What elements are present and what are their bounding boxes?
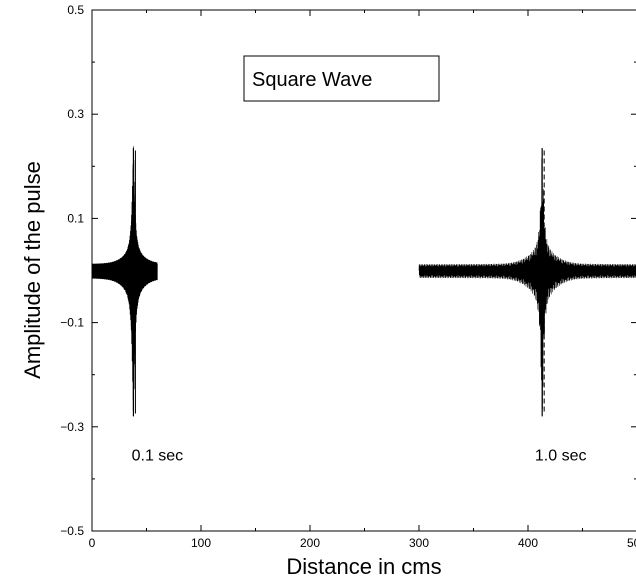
time-label: 0.1 sec <box>132 448 184 465</box>
y-tick-label: 0.3 <box>67 107 84 121</box>
pulse-traces <box>91 146 636 417</box>
chart-title: Square Wave <box>252 69 372 91</box>
x-tick-label: 300 <box>409 536 429 550</box>
x-tick-label: 400 <box>518 536 538 550</box>
x-axis: 0 100 200 300 400 500 <box>89 10 636 550</box>
y-tick-label: −0.5 <box>60 524 84 538</box>
y-axis: −0.5 −0.3 −0.1 0.1 0.3 0.5 <box>60 3 636 538</box>
pulse-path <box>418 148 636 409</box>
y-tick-label: −0.3 <box>60 420 84 434</box>
x-tick-label: 200 <box>300 536 320 550</box>
y-axis-title: Amplitude of the pulse <box>20 161 45 379</box>
title-box-frame <box>243 55 440 102</box>
title-box: Square Wave <box>243 55 440 102</box>
pulse-trace <box>418 148 636 417</box>
y-tick-label: −0.1 <box>60 316 84 330</box>
x-tick-label: 500 <box>627 536 636 550</box>
y-tick-label: 0.1 <box>67 211 84 225</box>
pulse-trace <box>91 146 158 417</box>
time-label: 1.0 sec <box>535 448 587 465</box>
x-tick-label: 100 <box>191 536 211 550</box>
time-annotations: 0.1 sec 1.0 sec <box>132 448 587 465</box>
x-tick-label: 0 <box>89 536 96 550</box>
x-axis-title: Distance in cms <box>286 554 441 579</box>
pulse-path <box>91 146 158 414</box>
y-tick-label: 0.5 <box>67 3 84 17</box>
